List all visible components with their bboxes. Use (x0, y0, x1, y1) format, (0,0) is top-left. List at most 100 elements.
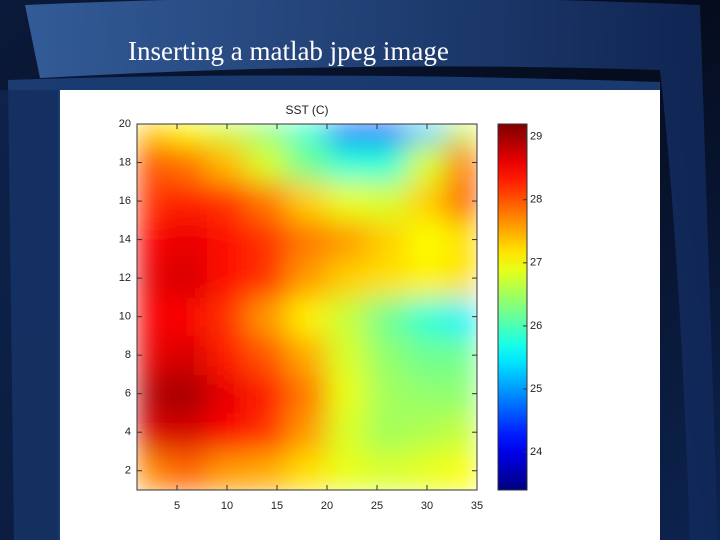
heatmap (137, 124, 477, 490)
heatmap-cell (367, 335, 408, 375)
heatmap-cell (247, 181, 288, 221)
y-tick-label: 6 (125, 388, 131, 400)
heatmap-cell (167, 297, 208, 337)
colorbar-tick-label: 27 (530, 257, 542, 269)
heatmap-cell (247, 451, 288, 490)
heatmap-cell (287, 143, 328, 183)
heatmap-cell (327, 143, 368, 183)
heatmap-cell (207, 297, 248, 337)
heatmap-cell (247, 143, 288, 183)
heatmap-cell (167, 451, 208, 490)
heatmap-cell (287, 258, 328, 298)
heatmap-cell (167, 124, 208, 144)
heatmap-cell (287, 220, 328, 260)
heatmap-cell (367, 143, 408, 183)
x-tick-label: 5 (174, 500, 180, 512)
y-tick-label: 2 (125, 465, 131, 477)
heatmap-cell (207, 258, 248, 298)
heatmap-cell (327, 412, 368, 452)
heatmap-cell (407, 297, 448, 337)
heatmap-cell (407, 258, 448, 298)
heatmap-cell (207, 374, 248, 414)
heatmap-cell (407, 451, 448, 490)
heatmap-cell (167, 181, 208, 221)
heatmap-cell (137, 335, 168, 375)
heatmap-cell (167, 143, 208, 183)
heatmap-cell (137, 220, 168, 260)
heatmap-cell (137, 374, 168, 414)
heatmap-cell (287, 374, 328, 414)
heatmap-cell (167, 335, 208, 375)
heatmap-cell (137, 124, 168, 144)
colorbar-tick-label: 25 (530, 383, 542, 395)
heatmap-cell (367, 258, 408, 298)
heatmap-cell (327, 258, 368, 298)
heatmap-cell (327, 374, 368, 414)
heatmap-cell (247, 335, 288, 375)
y-tick-label: 16 (119, 195, 131, 207)
y-tick-label: 8 (125, 349, 131, 361)
heatmap-cell (207, 451, 248, 490)
heatmap-cell (287, 181, 328, 221)
x-tick-label: 10 (221, 500, 233, 512)
heatmap-cell (407, 181, 448, 221)
heatmap-cell (327, 451, 368, 490)
heatmap-cell (407, 124, 448, 144)
plot-frame (136, 123, 478, 491)
heatmap-cell (167, 374, 208, 414)
colorbar-tick-label: 28 (530, 194, 542, 206)
colorbar-tick-label: 24 (530, 446, 542, 458)
heatmap-cell (367, 181, 408, 221)
heatmap-cell (447, 124, 477, 144)
heatmap-cell (207, 143, 248, 183)
heatmap-cell (367, 297, 408, 337)
heatmap-cell (137, 297, 168, 337)
heatmap-cell (287, 412, 328, 452)
y-tick-label: 14 (119, 233, 131, 245)
heatmap-cell (207, 412, 248, 452)
heatmap-cell (247, 412, 288, 452)
heatmap-cell (207, 335, 248, 375)
heatmap-cell (287, 297, 328, 337)
heatmap-cell (207, 181, 248, 221)
heatmap-cell (287, 124, 328, 144)
decor-edge (0, 90, 58, 540)
heatmap-cell (287, 451, 328, 490)
colorbar-tick-label: 26 (530, 320, 542, 332)
heatmap-cell (287, 335, 328, 375)
heatmap-cell (407, 335, 448, 375)
colorbar-tick-label: 29 (530, 131, 542, 143)
y-tick-label: 10 (119, 311, 131, 323)
heatmap-cell (207, 124, 248, 144)
heatmap-cell (247, 124, 288, 144)
x-tick-label: 20 (321, 500, 333, 512)
heatmap-cell (367, 412, 408, 452)
heatmap-cell (327, 297, 368, 337)
heatmap-cell (167, 412, 208, 452)
heatmap-cell (247, 297, 288, 337)
heatmap-cell (137, 258, 168, 298)
x-tick-label: 30 (421, 500, 433, 512)
heatmap-cell (327, 220, 368, 260)
decor-swoosh (25, 0, 718, 540)
heatmap-cell (327, 181, 368, 221)
heatmap-cell (407, 220, 448, 260)
heatmap-cell (367, 374, 408, 414)
heatmap-cell (367, 124, 408, 144)
heatmap-cell (137, 181, 168, 221)
x-tick-label: 35 (471, 500, 483, 512)
heatmap-cell (247, 220, 288, 260)
heatmap-cell (367, 451, 408, 490)
heatmap-cell (207, 220, 248, 260)
heatmap-cell (407, 143, 448, 183)
heatmap-field (137, 124, 477, 490)
chart-title: SST (C) (285, 103, 328, 117)
heatmap-cell (137, 143, 168, 183)
y-tick-label: 4 (125, 426, 131, 438)
heatmap-cell (327, 335, 368, 375)
heatmap-cell (247, 374, 288, 414)
x-tick-label: 15 (271, 500, 283, 512)
heatmap-cell (327, 124, 368, 144)
